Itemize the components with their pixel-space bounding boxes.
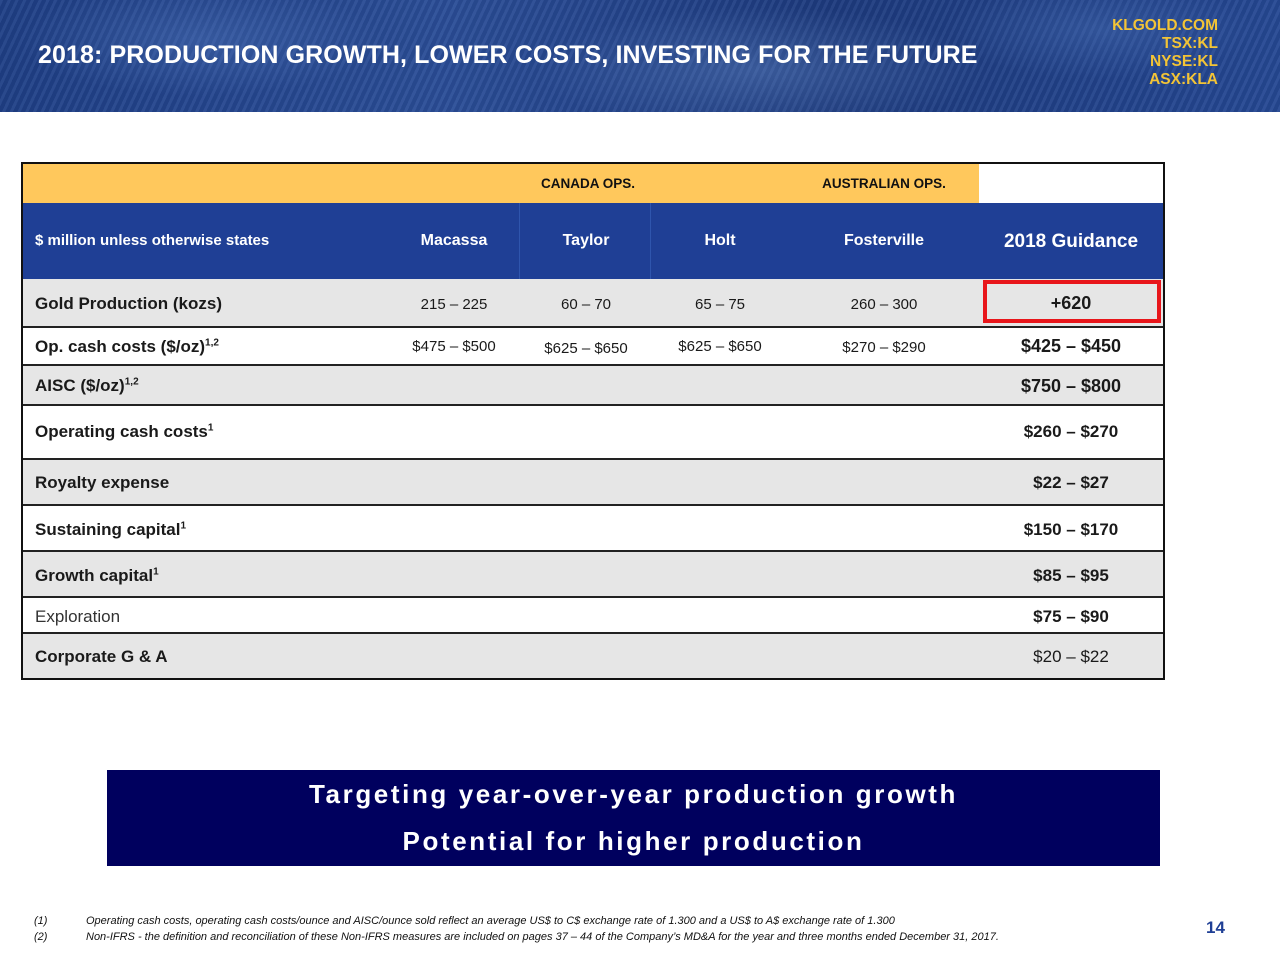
table-row: Royalty expense $22 – $27 bbox=[23, 460, 1163, 506]
table-row: Operating cash costs1 $260 – $270 bbox=[23, 406, 1163, 460]
header-guidance: 2018 Guidance bbox=[1003, 231, 1139, 252]
label-text: Operating cash costs bbox=[35, 422, 208, 441]
cell-guidance: $75 – $90 bbox=[1033, 607, 1109, 626]
header-taylor: Taylor bbox=[562, 232, 610, 249]
ticker-list: KLGOLD.COM TSX:KL NYSE:KL ASX:KLA bbox=[1112, 17, 1218, 89]
label-text: Op. cash costs ($/oz) bbox=[35, 337, 206, 356]
canada-ops-label: CANADA OPS. bbox=[540, 176, 636, 191]
cell-guidance: $260 – $270 bbox=[1023, 422, 1119, 441]
header-fosterville: Fosterville bbox=[843, 232, 925, 249]
label-text: Growth capital bbox=[35, 566, 154, 585]
column-divider bbox=[519, 203, 520, 279]
row-label-royalty-expense: Royalty expense bbox=[35, 473, 170, 492]
cell-holt: 65 – 75 bbox=[694, 296, 746, 313]
cell-guidance: $425 – $450 bbox=[1020, 336, 1122, 356]
footnote-number: (1) bbox=[34, 915, 48, 927]
row-label-operating-cash-costs: Operating cash costs1 bbox=[35, 422, 213, 442]
page-title: 2018: PRODUCTION GROWTH, LOWER COSTS, IN… bbox=[38, 41, 978, 69]
callout-line-1: Targeting year-over-year production grow… bbox=[308, 779, 959, 809]
footnote-ref: 1,2 bbox=[205, 337, 219, 349]
guidance-table: CANADA OPS. AUSTRALIAN OPS. $ million un… bbox=[21, 162, 1165, 680]
australian-ops-label: AUSTRALIAN OPS. bbox=[822, 176, 946, 191]
ticker-asx: ASX:KLA bbox=[1149, 71, 1218, 88]
header-metric: $ million unless otherwise states bbox=[35, 232, 270, 249]
cell-guidance: +620 bbox=[1050, 293, 1092, 313]
page-number: 14 bbox=[1206, 918, 1225, 937]
row-label-aisc: AISC ($/oz)1,2 bbox=[35, 376, 139, 396]
footnote-text: Operating cash costs, operating cash cos… bbox=[86, 915, 895, 927]
cell-macassa: $475 – $500 bbox=[412, 338, 496, 355]
cell-taylor: 60 – 70 bbox=[560, 296, 612, 313]
row-label-sustaining-capital: Sustaining capital1 bbox=[35, 520, 186, 540]
row-label-gold-production: Gold Production (kozs) bbox=[35, 294, 222, 313]
ticker-nyse: NYSE:KL bbox=[1149, 53, 1218, 70]
guidance-highlight-box bbox=[983, 280, 1161, 323]
label-text: Sustaining capital bbox=[35, 520, 181, 539]
table-row: Exploration $75 – $90 bbox=[23, 598, 1163, 634]
cell-holt: $625 – $650 bbox=[678, 338, 762, 355]
footnote-1: (1) Operating cash costs, operating cash … bbox=[34, 915, 895, 927]
label-text: AISC ($/oz) bbox=[35, 376, 125, 395]
footnote-number: (2) bbox=[34, 931, 48, 943]
website-link[interactable]: KLGOLD.COM bbox=[1112, 17, 1218, 34]
footnote-ref: 1,2 bbox=[124, 376, 139, 388]
table-header-row: $ million unless otherwise states Macass… bbox=[23, 203, 1163, 279]
table-row: Growth capital1 $85 – $95 bbox=[23, 552, 1163, 598]
header-macassa: Macassa bbox=[420, 232, 488, 249]
footnote-2: (2) Non-IFRS - the definition and reconci… bbox=[34, 931, 999, 943]
header-holt: Holt bbox=[704, 232, 736, 249]
table-row: Corporate G & A $20 – $22 bbox=[23, 634, 1163, 678]
cell-guidance: $22 – $27 bbox=[1033, 473, 1109, 492]
row-label-exploration: Exploration bbox=[35, 607, 121, 626]
footnote-text: Non-IFRS - the definition and reconcilia… bbox=[86, 931, 999, 943]
cell-guidance: $750 – $800 bbox=[1020, 376, 1122, 396]
cell-fosterville: 260 – 300 bbox=[850, 296, 918, 313]
table-row: Gold Production (kozs) 215 – 225 60 – 70… bbox=[23, 279, 1163, 328]
ops-group-row: CANADA OPS. AUSTRALIAN OPS. bbox=[23, 164, 1163, 203]
cell-guidance: $150 – $170 bbox=[1023, 520, 1119, 539]
column-divider bbox=[650, 203, 651, 279]
footnote-ref: 1 bbox=[207, 422, 214, 434]
cell-macassa: 215 – 225 bbox=[420, 296, 488, 313]
cell-guidance: $85 – $95 bbox=[1033, 566, 1109, 585]
ops-blank-cell bbox=[979, 164, 1163, 203]
table-row: Op. cash costs ($/oz)1,2 $475 – $500 $62… bbox=[23, 328, 1163, 366]
header-banner: 2018: PRODUCTION GROWTH, LOWER COSTS, IN… bbox=[0, 0, 1280, 112]
row-label-op-cash-costs: Op. cash costs ($/oz)1,2 bbox=[35, 337, 219, 357]
callout-banner: Targeting year-over-year production grow… bbox=[107, 770, 1160, 866]
ticker-tsx: TSX:KL bbox=[1162, 35, 1218, 52]
callout-line-2: Potential for higher production bbox=[402, 826, 865, 856]
cell-guidance: $20 – $22 bbox=[1033, 647, 1109, 666]
table-row: AISC ($/oz)1,2 $750 – $800 bbox=[23, 366, 1163, 406]
table-row: Sustaining capital1 $150 – $170 bbox=[23, 506, 1163, 552]
row-label-corporate-ga: Corporate G & A bbox=[35, 647, 168, 666]
cell-taylor: $625 – $650 bbox=[544, 340, 628, 357]
footnote-ref: 1 bbox=[180, 520, 187, 532]
footnote-ref: 1 bbox=[153, 566, 159, 578]
cell-fosterville: $270 – $290 bbox=[842, 339, 926, 356]
row-label-growth-capital: Growth capital1 bbox=[35, 566, 159, 586]
